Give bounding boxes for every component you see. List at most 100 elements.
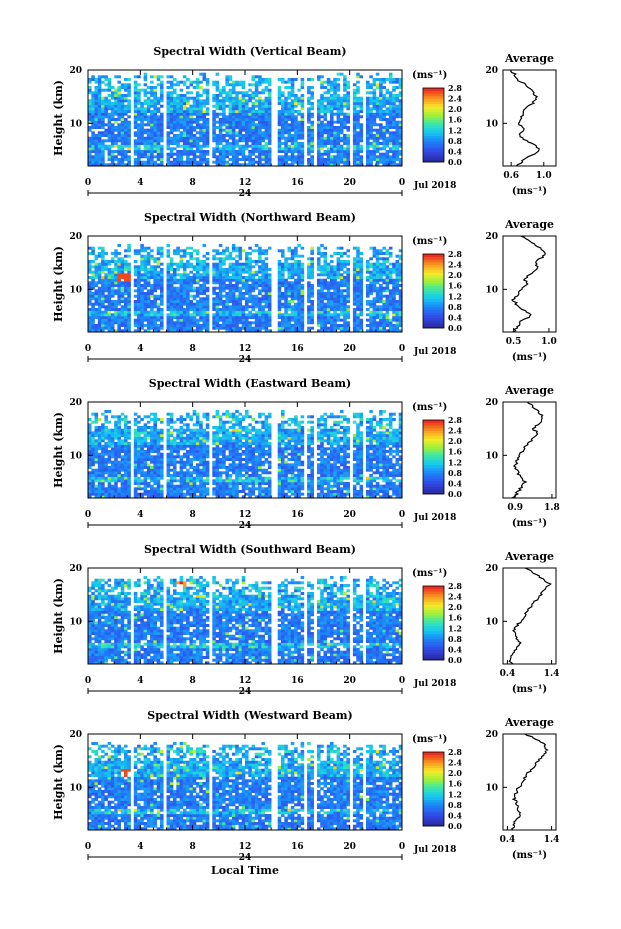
heatmap-cell (281, 118, 285, 121)
heatmap-cell (343, 281, 347, 285)
heatmap-cell (392, 268, 396, 271)
heatmap-cell (94, 458, 99, 461)
heatmap-cell (352, 123, 357, 127)
heatmap-cell (248, 257, 252, 261)
heatmap-cell (166, 268, 171, 271)
heatmap-cell (398, 308, 403, 311)
heatmap-cell (202, 110, 207, 113)
heatmap-cell (231, 115, 236, 119)
heatmap-cell (238, 278, 243, 282)
heatmap-cell (297, 152, 301, 156)
heatmap-cell (251, 297, 256, 301)
heatmap-cell (202, 112, 207, 116)
heatmap-cell (310, 91, 314, 95)
heatmap-cell (385, 88, 390, 92)
beam-panel-2: Spectral Width (Northward Beam)0 4 8 12 16 20… (52, 211, 557, 365)
heatmap-cell (300, 329, 305, 333)
heatmap-cell (343, 305, 347, 309)
heatmap-cell (356, 286, 360, 290)
heatmap-cell (281, 91, 285, 95)
heatmap-cell (317, 120, 321, 124)
heatmap-cell (127, 158, 131, 161)
heatmap-cell (195, 308, 200, 311)
heatmap-cell (281, 326, 285, 330)
heatmap-cell (382, 86, 386, 89)
heatmap-cell (218, 91, 223, 95)
heatmap-cell (225, 318, 229, 322)
heatmap-cell (281, 302, 285, 306)
heatmap-cell (339, 305, 344, 309)
heatmap-cell (261, 120, 265, 124)
heatmap-cell (101, 257, 105, 261)
heatmap-cell (241, 265, 246, 269)
heatmap-cell (91, 286, 95, 290)
heatmap-cell (245, 270, 249, 274)
heatmap-cell (317, 158, 321, 161)
heatmap-cell (287, 110, 292, 113)
heatmap-cell (356, 75, 360, 79)
heatmap-cell (326, 262, 331, 266)
heatmap-cell (372, 99, 377, 103)
colorbar-segment (423, 122, 444, 126)
heatmap-cell (110, 144, 115, 148)
heatmap-cell (225, 163, 229, 167)
heatmap-cell (258, 75, 262, 79)
colorbar-segment (423, 93, 444, 97)
heatmap-cell (294, 102, 298, 105)
heatmap-cell (182, 297, 187, 301)
heatmap-cell (88, 152, 92, 156)
heatmap-cell (228, 163, 233, 167)
heatmap-cell (182, 300, 187, 303)
heatmap-cell (137, 316, 141, 319)
heatmap-cell (267, 112, 272, 116)
heatmap-cell (261, 310, 265, 314)
heatmap-cell (359, 313, 364, 317)
heatmap-cell (153, 305, 157, 309)
heatmap-cell (267, 318, 272, 322)
heatmap-cell (101, 466, 105, 469)
heatmap-cell (238, 91, 243, 95)
heatmap-cell (264, 136, 269, 140)
heatmap-cell (339, 136, 344, 140)
heatmap-cell (330, 131, 334, 135)
heatmap-cell (323, 126, 328, 129)
heatmap-cell (101, 152, 105, 156)
heatmap-cell (166, 281, 171, 285)
heatmap-cell (300, 286, 305, 290)
heatmap-cell (179, 123, 184, 127)
heatmap-cell (264, 289, 269, 293)
heatmap-cell (91, 294, 95, 298)
heatmap-cell (267, 302, 272, 306)
heatmap-cell (395, 123, 400, 127)
heatmap-cell (218, 112, 223, 116)
heatmap-cell (133, 91, 138, 95)
heatmap-cell (195, 160, 200, 164)
heatmap-cell (140, 131, 144, 135)
heatmap-cell (231, 110, 236, 113)
heatmap-cell (310, 273, 314, 277)
heatmap-cell (261, 139, 265, 143)
heatmap-cell (127, 120, 131, 124)
heatmap-cell (277, 155, 282, 159)
heatmap-cell (202, 102, 207, 105)
heatmap-cell (369, 246, 373, 250)
heatmap-cell (94, 150, 99, 153)
heatmap-cell (300, 80, 305, 84)
colorbar-segment (423, 293, 444, 297)
heatmap-cell (326, 289, 331, 293)
heatmap-cell (173, 96, 177, 100)
heatmap-cell (379, 310, 383, 314)
heatmap-cell (222, 123, 226, 127)
heatmap-cell (169, 163, 174, 167)
heatmap-cell (124, 144, 128, 148)
heatmap-cell (146, 120, 151, 124)
heatmap-cell (133, 120, 138, 124)
heatmap-cell (202, 155, 207, 159)
heatmap-cell (267, 115, 272, 119)
heatmap-cell (195, 99, 200, 103)
heatmap-cell (248, 300, 252, 303)
heatmap-cell (251, 107, 256, 111)
heatmap-cell (388, 136, 393, 140)
heatmap-cell (143, 107, 148, 111)
heatmap-cell (176, 139, 180, 143)
